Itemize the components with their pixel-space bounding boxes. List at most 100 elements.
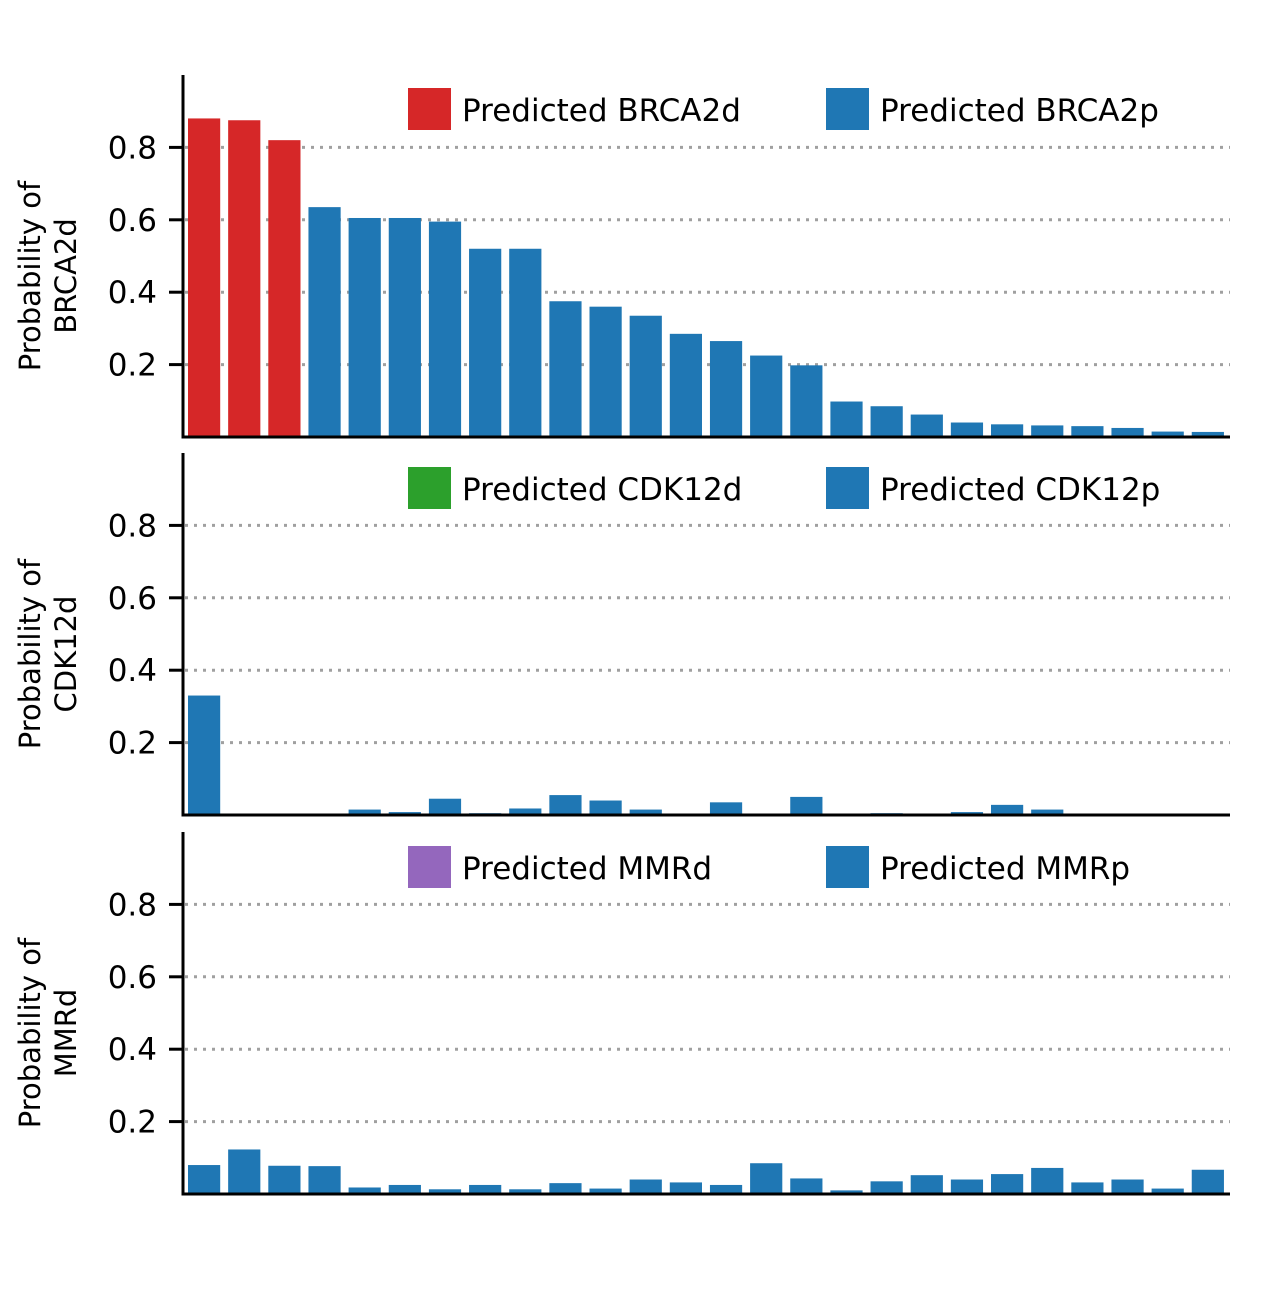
bar	[1191, 431, 1224, 437]
bar	[870, 1181, 903, 1194]
y-tick-label: 0.2	[108, 348, 157, 384]
y-tick-label: 0.6	[108, 960, 157, 996]
bar	[188, 1165, 221, 1194]
legend-swatch	[826, 846, 869, 888]
bar	[950, 422, 984, 437]
bar	[268, 1165, 301, 1194]
bar	[509, 248, 542, 437]
bar	[750, 1163, 783, 1194]
legend-label: Predicted CDK12d	[462, 472, 742, 508]
bar	[268, 140, 301, 437]
legend-label: Predicted MMRd	[462, 851, 712, 887]
bar	[629, 809, 662, 815]
bar	[388, 1184, 421, 1194]
bar	[469, 248, 502, 437]
bar	[1071, 426, 1104, 437]
y-tick-label: 0.2	[108, 726, 157, 762]
bar	[910, 1175, 943, 1194]
y-tick-label: 0.2	[108, 1105, 157, 1141]
legend-swatch	[826, 88, 869, 130]
bar	[188, 118, 221, 437]
bar	[669, 333, 702, 437]
y-tick-label: 0.4	[108, 275, 157, 311]
y-axis-label-line2: BRCA2d	[49, 218, 83, 334]
legend-label: Predicted BRCA2p	[880, 93, 1159, 129]
chart-panel-1: 0.2 0.4 0.6 0.8 Probability ofBRCA2d Predicte…	[13, 75, 1230, 439]
bar	[308, 1166, 341, 1194]
bar	[991, 424, 1024, 437]
legend-swatch	[826, 467, 869, 509]
y-axis-label-line2: MMRd	[49, 989, 83, 1078]
y-axis-label-line1: Probability of	[13, 180, 47, 371]
bar	[870, 406, 903, 437]
bar	[830, 1190, 863, 1194]
y-tick-label: 0.8	[108, 130, 157, 166]
bar	[709, 802, 743, 815]
chart-panel-3: 0.2 0.4 0.6 0.8 Probability ofMMRd Predicted …	[13, 832, 1230, 1196]
bar	[549, 795, 582, 815]
bar	[1071, 1182, 1104, 1194]
bar	[991, 804, 1024, 815]
y-tick-label: 0.8	[108, 887, 157, 923]
bar	[1151, 1188, 1184, 1194]
bar	[589, 800, 622, 815]
bar	[509, 808, 542, 815]
bar	[910, 414, 943, 437]
bar	[509, 1189, 542, 1194]
bar	[991, 1174, 1024, 1194]
bar	[188, 695, 221, 815]
bar	[428, 798, 462, 815]
bar	[1031, 425, 1064, 437]
y-axis-label-line2: CDK12d	[49, 596, 83, 713]
bar	[348, 1187, 381, 1194]
bar	[790, 1178, 823, 1194]
legend-label: Predicted BRCA2d	[462, 93, 741, 129]
bar	[750, 355, 783, 437]
bar	[1111, 427, 1144, 437]
y-axis-label-line1: Probability of	[13, 558, 47, 749]
legend-swatch	[408, 846, 451, 888]
legend-swatch	[408, 88, 451, 130]
bar	[950, 1179, 984, 1194]
y-tick-label: 0.6	[108, 581, 157, 617]
bar	[1191, 1169, 1224, 1194]
y-axis-label: Probability ofMMRd	[13, 937, 83, 1128]
y-tick-label: 0.4	[108, 653, 157, 689]
bar	[428, 1189, 462, 1194]
bar	[1151, 431, 1184, 437]
bar	[589, 1188, 622, 1194]
bar	[1111, 1179, 1144, 1194]
y-axis-label-line1: Probability of	[13, 937, 47, 1128]
bar	[629, 315, 662, 437]
legend-label: Predicted CDK12p	[880, 472, 1160, 508]
bar	[348, 809, 381, 815]
bar	[469, 1184, 502, 1194]
legend-swatch	[408, 467, 451, 509]
bar	[228, 120, 261, 437]
bar	[228, 1149, 261, 1194]
legend-label: Predicted MMRp	[880, 851, 1130, 887]
y-tick-label: 0.6	[108, 203, 157, 239]
y-axis-label: Probability ofCDK12d	[13, 558, 83, 749]
bar	[428, 221, 462, 437]
bar	[830, 401, 863, 437]
bar	[790, 796, 823, 815]
bar	[709, 341, 743, 437]
bar	[549, 301, 582, 437]
bar	[629, 1179, 662, 1194]
bar	[1031, 1167, 1064, 1194]
bar	[549, 1183, 582, 1194]
bar	[388, 217, 421, 437]
bar	[1031, 809, 1064, 815]
bar	[589, 306, 622, 437]
y-tick-label: 0.4	[108, 1032, 157, 1068]
bar	[308, 207, 341, 437]
bar	[790, 365, 823, 437]
chart-panel-2: 0.2 0.4 0.6 0.8 Probability ofCDK12d Predicte…	[13, 453, 1230, 817]
bar	[709, 1184, 743, 1194]
bar	[669, 1182, 702, 1194]
y-axis-label: Probability ofBRCA2d	[13, 180, 83, 371]
y-tick-label: 0.8	[108, 508, 157, 544]
bar	[348, 217, 381, 437]
